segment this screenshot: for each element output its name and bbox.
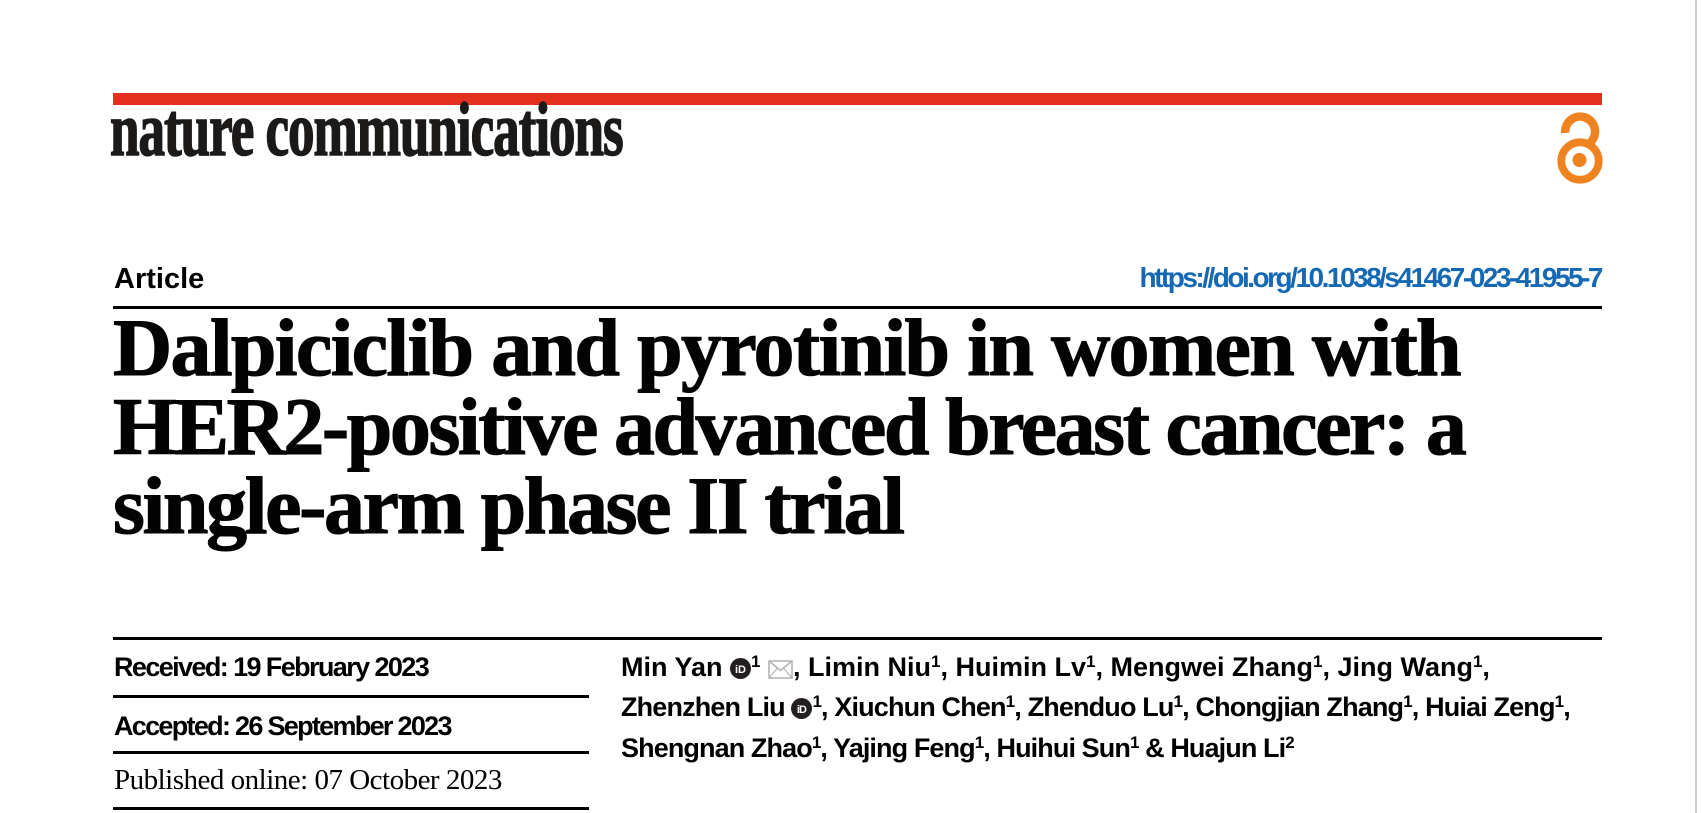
svg-text:iD: iD: [735, 664, 746, 676]
svg-text:iD: iD: [797, 704, 807, 716]
